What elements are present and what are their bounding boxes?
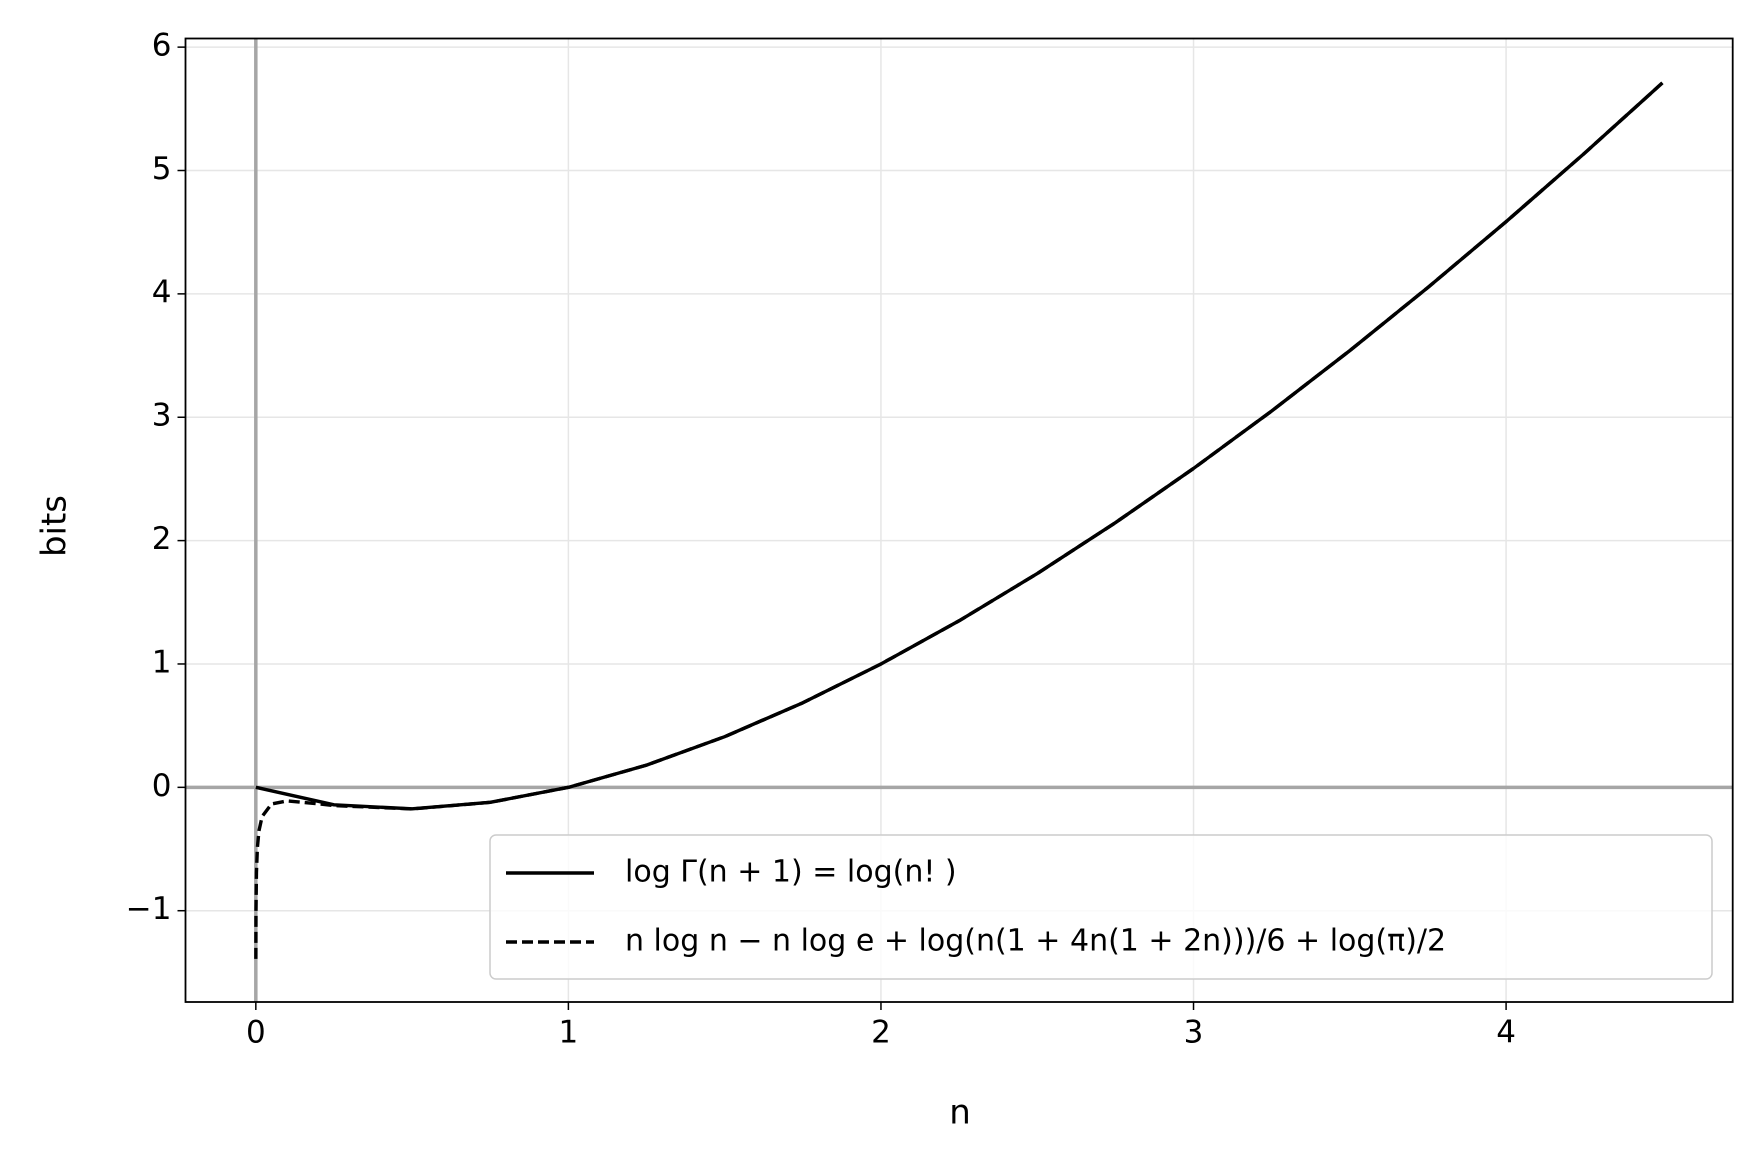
- x-tick-label: 0: [246, 1015, 266, 1051]
- x-tick-label: 3: [1184, 1015, 1204, 1051]
- y-axis-label: bits: [35, 495, 75, 557]
- y-tick-label: 0: [152, 768, 172, 804]
- legend-label: n log n − n log e + log(n(1 + 4n(1 + 2n)…: [625, 924, 1446, 959]
- x-tick-label: 2: [871, 1015, 891, 1051]
- y-tick-label: −1: [126, 891, 172, 927]
- axes-frame: [184, 37, 1734, 1003]
- y-tick-label: 4: [152, 274, 172, 310]
- x-axis-label: n: [949, 1093, 971, 1133]
- x-tick-label: 1: [559, 1015, 579, 1051]
- x-tick-label: 4: [1496, 1015, 1516, 1051]
- y-tick-label: 2: [152, 521, 172, 557]
- y-tick-label: 1: [152, 644, 172, 680]
- y-tick-label: 3: [152, 398, 172, 434]
- y-tick-label: 5: [152, 151, 172, 187]
- legend-box: [489, 834, 1713, 980]
- series-line: [254, 81, 1664, 959]
- y-tick-label: 6: [152, 28, 172, 64]
- legend-label: log Γ(n + 1) = log(n! ): [625, 855, 957, 890]
